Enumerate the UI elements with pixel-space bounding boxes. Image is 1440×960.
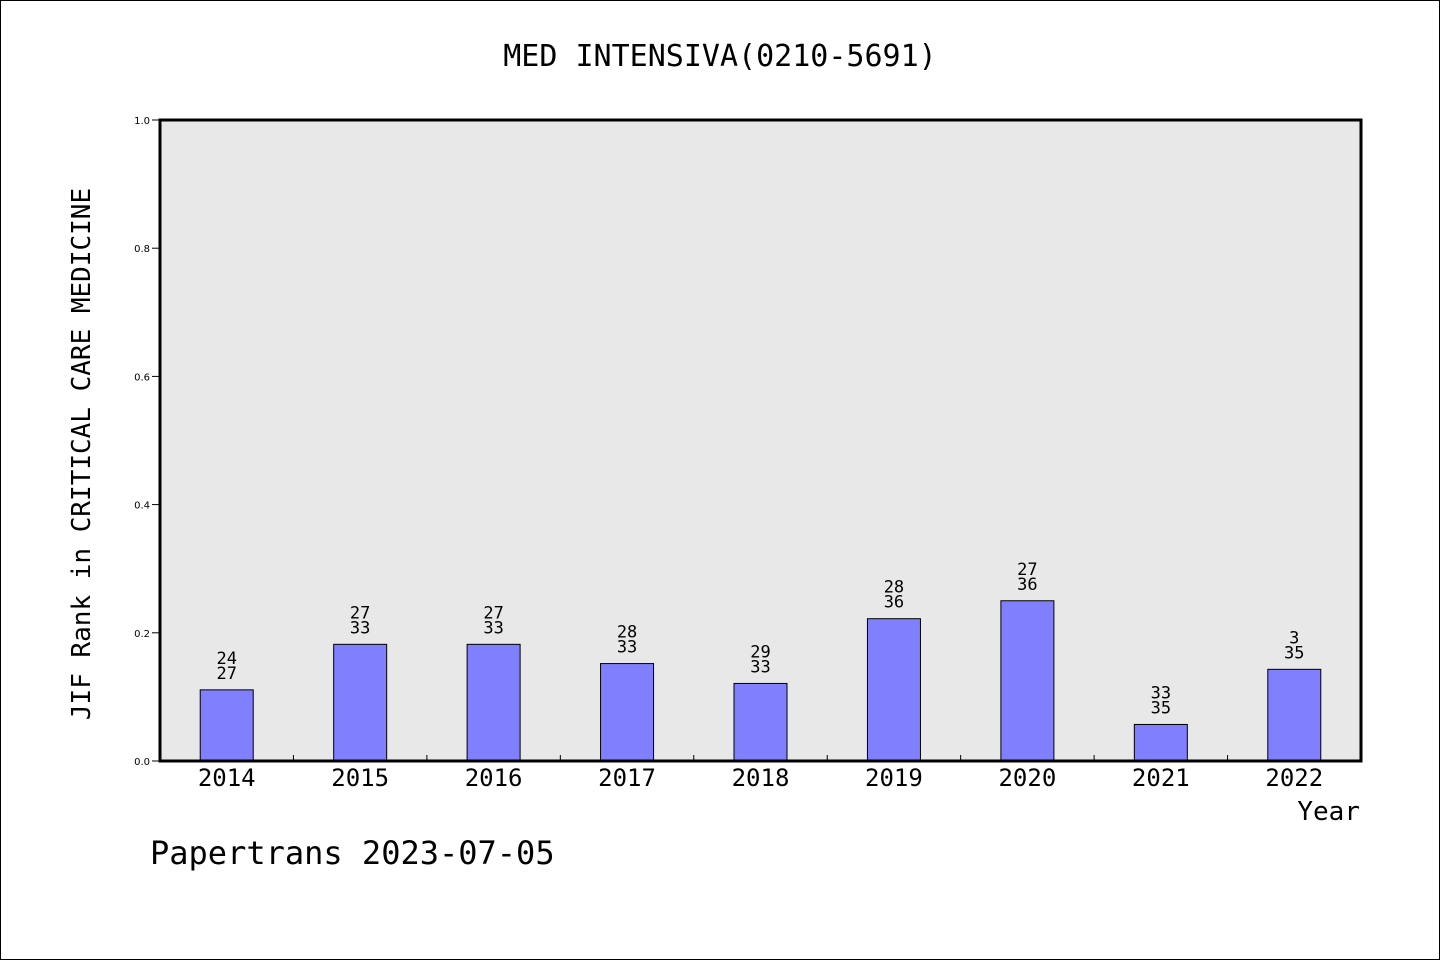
x-tick-label: 2016 [465, 764, 523, 792]
plot-border [158, 118, 1363, 763]
bar-2014 [199, 689, 254, 762]
bar-label-rank: 33 [1151, 683, 1171, 703]
bar-label-total: 36 [1017, 575, 1037, 595]
y-tick-label: 0.2 [134, 629, 150, 640]
bar-label-rank: 29 [750, 642, 770, 662]
y-tick-label: 0.0 [134, 757, 150, 768]
x-tick-label: 2014 [198, 764, 256, 792]
bar-label-total: 33 [750, 657, 770, 677]
bar-label-rank: 28 [617, 623, 637, 643]
bar-label-rank: 27 [1017, 560, 1037, 580]
x-tick-label: 2020 [998, 764, 1056, 792]
bar-label-total: 33 [483, 618, 503, 638]
bar-label-total: 27 [216, 664, 236, 684]
bar-label-rank: 28 [884, 578, 904, 598]
x-tick-label: 2015 [331, 764, 389, 792]
bar-label-rank: 27 [483, 603, 503, 623]
bar-label-total: 36 [884, 593, 904, 613]
x-tick-label: 2017 [598, 764, 656, 792]
bar-2016 [466, 643, 521, 762]
chart-title: MED INTENSIVA(0210-5691) [503, 39, 936, 74]
x-tick-label: 2018 [732, 764, 790, 792]
x-tick-label: 2021 [1132, 764, 1190, 792]
bar-label-rank: 27 [350, 603, 370, 623]
bar-label-rank: 3 [1289, 628, 1299, 648]
y-axis-label: JIF Rank in CRITICAL CARE MEDICINE [67, 188, 97, 720]
bar-2018 [733, 682, 788, 762]
bar-2015 [333, 643, 388, 762]
bar-label-rank: 24 [216, 649, 236, 669]
x-axis-label: Year [1297, 797, 1360, 827]
bar-label-total: 35 [1151, 698, 1171, 718]
bar-2020 [1000, 600, 1055, 762]
x-axis-ticks: 2014 2015 2016 2017 2018 2019 2020 2021 2022 [198, 755, 1323, 792]
bar-2022 [1267, 668, 1322, 762]
y-axis-ticks: 0.0 0.2 0.4 0.6 0.8 1.0 [134, 116, 160, 768]
bar-label-total: 33 [617, 638, 637, 658]
bar-2021 [1133, 723, 1188, 762]
bar-2017 [600, 663, 655, 762]
x-tick-label: 2022 [1265, 764, 1323, 792]
y-tick-label: 0.4 [134, 501, 150, 512]
bar-label-total: 35 [1284, 643, 1304, 663]
footer-credit: Papertrans 2023-07-05 [150, 834, 555, 872]
y-tick-label: 1.0 [134, 116, 150, 127]
bar-label-total: 33 [350, 618, 370, 638]
bar-2019 [866, 618, 921, 762]
bars [199, 600, 1322, 762]
y-tick-label: 0.6 [134, 372, 150, 383]
x-tick-label: 2019 [865, 764, 923, 792]
y-tick-label: 0.8 [134, 244, 150, 255]
